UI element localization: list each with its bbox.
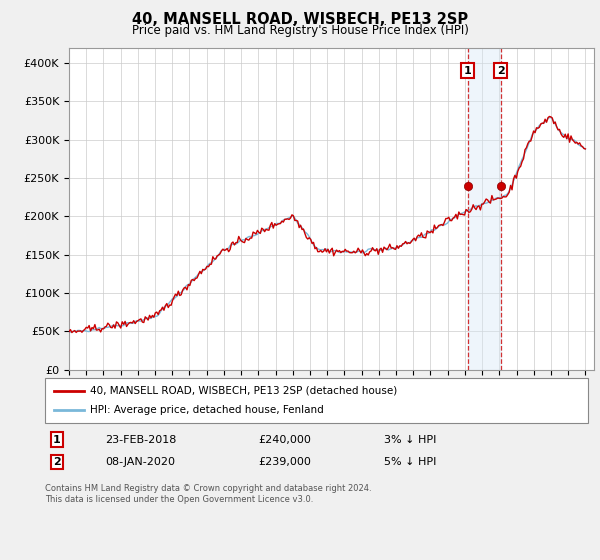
Text: £239,000: £239,000 — [258, 457, 311, 467]
Text: HPI: Average price, detached house, Fenland: HPI: Average price, detached house, Fenl… — [90, 405, 324, 416]
Text: 40, MANSELL ROAD, WISBECH, PE13 2SP: 40, MANSELL ROAD, WISBECH, PE13 2SP — [132, 12, 468, 27]
Text: 2: 2 — [497, 66, 505, 76]
Text: Contains HM Land Registry data © Crown copyright and database right 2024.
This d: Contains HM Land Registry data © Crown c… — [45, 484, 371, 504]
Text: 1: 1 — [464, 66, 472, 76]
Text: 5% ↓ HPI: 5% ↓ HPI — [384, 457, 436, 467]
Text: 23-FEB-2018: 23-FEB-2018 — [105, 435, 176, 445]
Text: 3% ↓ HPI: 3% ↓ HPI — [384, 435, 436, 445]
Text: 40, MANSELL ROAD, WISBECH, PE13 2SP (detached house): 40, MANSELL ROAD, WISBECH, PE13 2SP (det… — [90, 385, 397, 395]
Text: 08-JAN-2020: 08-JAN-2020 — [105, 457, 175, 467]
Text: 1: 1 — [53, 435, 61, 445]
Text: 2: 2 — [53, 457, 61, 467]
Text: £240,000: £240,000 — [258, 435, 311, 445]
Text: Price paid vs. HM Land Registry's House Price Index (HPI): Price paid vs. HM Land Registry's House … — [131, 24, 469, 36]
Bar — [468, 48, 501, 370]
